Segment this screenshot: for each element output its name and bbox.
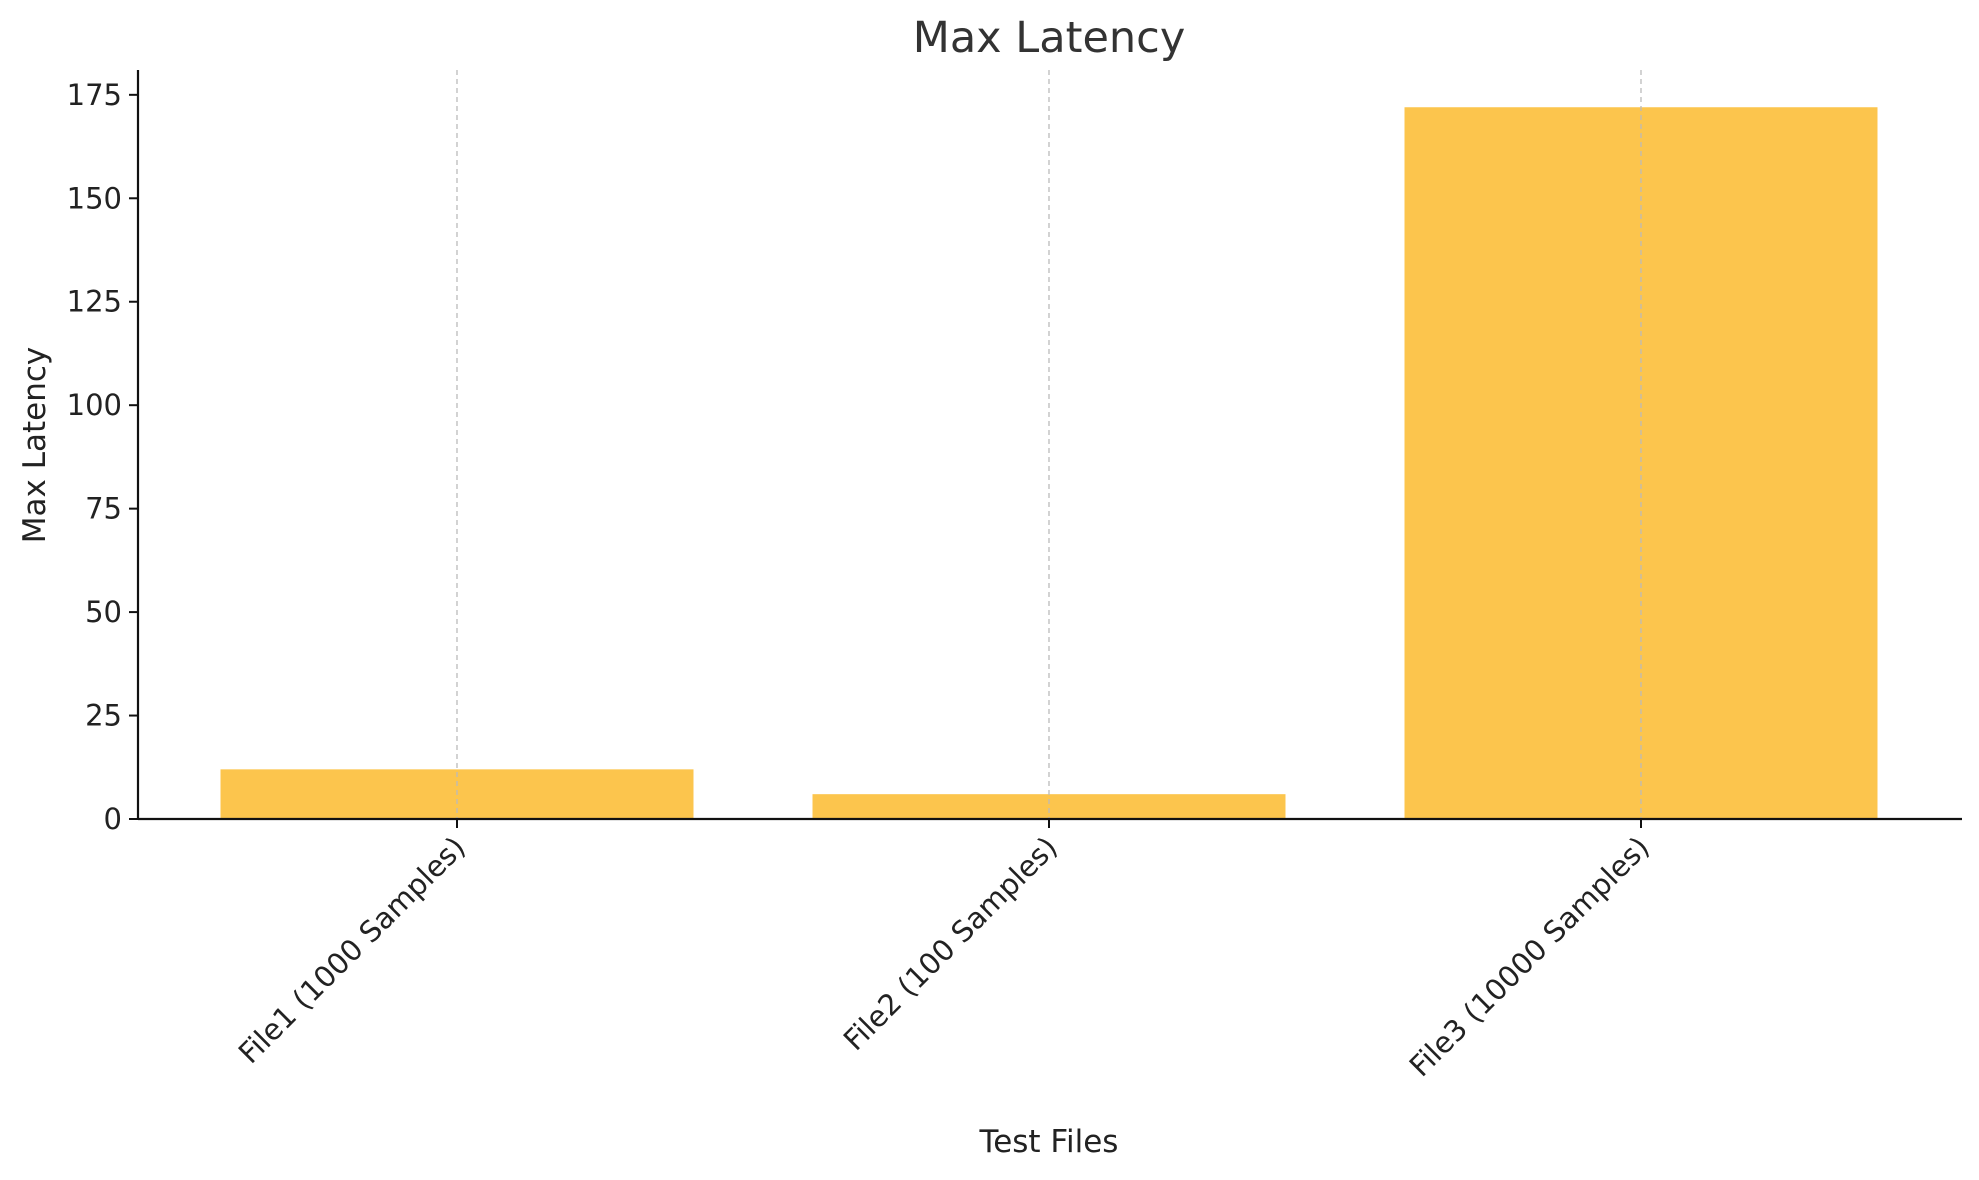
- y-tick-label: 125: [67, 285, 122, 319]
- y-tick-label: 0: [104, 802, 122, 836]
- y-tick-label: 100: [67, 388, 122, 422]
- chart-title: Max Latency: [913, 13, 1186, 63]
- y-tick-label: 50: [85, 595, 122, 629]
- x-tick-label: File1 (1000 Samples): [232, 830, 472, 1070]
- grid-layer: [456, 70, 1642, 819]
- x-tick-label: File2 (100 Samples): [837, 830, 1064, 1057]
- y-tick-label: 75: [85, 492, 122, 526]
- bar-2: [812, 794, 1286, 819]
- x-axis-label: Test Files: [979, 1124, 1119, 1160]
- y-axis-label: Max Latency: [17, 347, 53, 543]
- y-tick-label: 150: [67, 181, 122, 215]
- y-tick-label: 175: [67, 78, 122, 112]
- x-tick-label: File3 (10000 Samples): [1403, 830, 1656, 1083]
- y-tick-label: 25: [85, 699, 122, 733]
